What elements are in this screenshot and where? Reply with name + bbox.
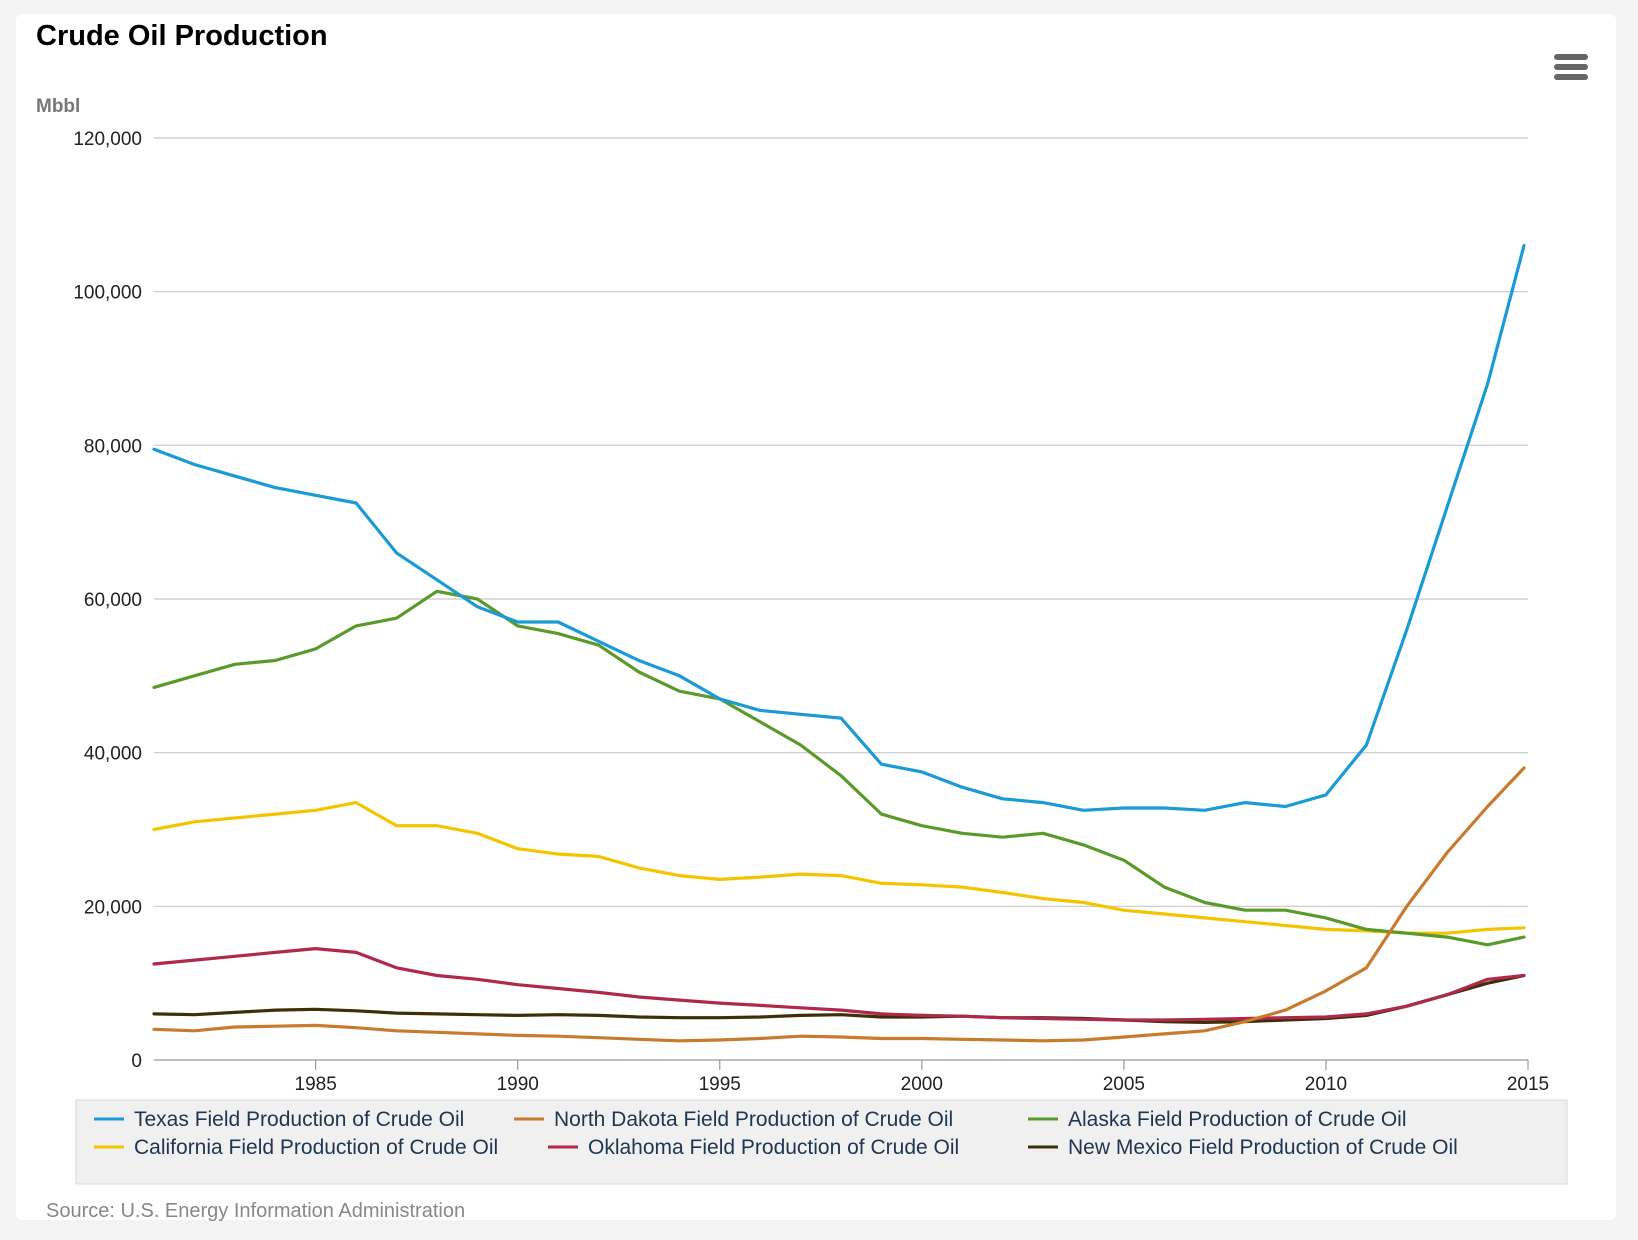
y-tick-label: 80,000 <box>84 436 142 457</box>
chart-svg: Mbbl 0 20,000 40,000 60,000 80,000 100,000 120… <box>36 96 1568 1185</box>
y-axis-ticks: 0 20,000 40,000 60,000 80,000 100,000 120,000 <box>73 129 142 1072</box>
chart-card: Crude Oil Production Mbbl 0 20,000 40,000 6… <box>16 14 1616 1222</box>
x-axis-ticks: 1985 1990 1995 2000 2005 2010 2015 <box>295 1060 1549 1095</box>
x-tick-label: 2015 <box>1507 1074 1549 1095</box>
legend-item[interactable]: New Mexico Field Production of Crude Oil <box>1028 1136 1458 1159</box>
legend-label: North Dakota Field Production of Crude O… <box>554 1108 953 1131</box>
legend-item[interactable]: Oklahoma Field Production of Crude Oil <box>548 1136 959 1159</box>
x-tick-label: 2010 <box>1305 1074 1347 1095</box>
chart-menu-icon[interactable] <box>1554 54 1588 84</box>
legend-item[interactable]: Texas Field Production of Crude Oil <box>94 1108 464 1131</box>
series-line <box>152 244 1526 812</box>
x-tick-label: 2000 <box>901 1074 943 1095</box>
series-line <box>152 946 1526 1022</box>
x-tick-label: 2005 <box>1103 1074 1145 1095</box>
y-tick-label: 100,000 <box>73 283 142 304</box>
series-line <box>152 589 1526 947</box>
series-lines <box>152 244 1526 1043</box>
legend: Texas Field Production of Crude Oil North… <box>75 1099 1568 1185</box>
legend-box <box>75 1099 1568 1185</box>
legend-item[interactable]: California Field Production of Crude Oil <box>94 1136 498 1159</box>
x-tick-label: 1985 <box>295 1074 337 1095</box>
y-axis-unit-label: Mbbl <box>36 96 80 117</box>
legend-label: California Field Production of Crude Oil <box>134 1136 498 1159</box>
source-note: Source: U.S. Energy Information Administ… <box>46 1200 466 1222</box>
chart-title: Crude Oil Production <box>36 20 328 52</box>
grid-lines <box>154 137 1528 1061</box>
legend-label: Texas Field Production of Crude Oil <box>134 1108 464 1131</box>
legend-item[interactable]: North Dakota Field Production of Crude O… <box>514 1108 953 1131</box>
legend-label: Alaska Field Production of Crude Oil <box>1068 1108 1407 1131</box>
y-tick-label: 0 <box>131 1051 142 1072</box>
x-tick-label: 1990 <box>497 1074 539 1095</box>
series-line <box>152 973 1526 1025</box>
y-tick-label: 20,000 <box>84 897 142 918</box>
y-tick-label: 40,000 <box>84 744 142 765</box>
legend-label: Oklahoma Field Production of Crude Oil <box>588 1136 959 1159</box>
legend-item[interactable]: Alaska Field Production of Crude Oil <box>1028 1108 1407 1131</box>
legend-label: New Mexico Field Production of Crude Oil <box>1068 1136 1458 1159</box>
y-tick-label: 120,000 <box>73 129 142 150</box>
x-tick-label: 1995 <box>699 1074 741 1095</box>
series-line <box>152 766 1526 1043</box>
series-line <box>152 800 1526 935</box>
y-tick-label: 60,000 <box>84 590 142 611</box>
